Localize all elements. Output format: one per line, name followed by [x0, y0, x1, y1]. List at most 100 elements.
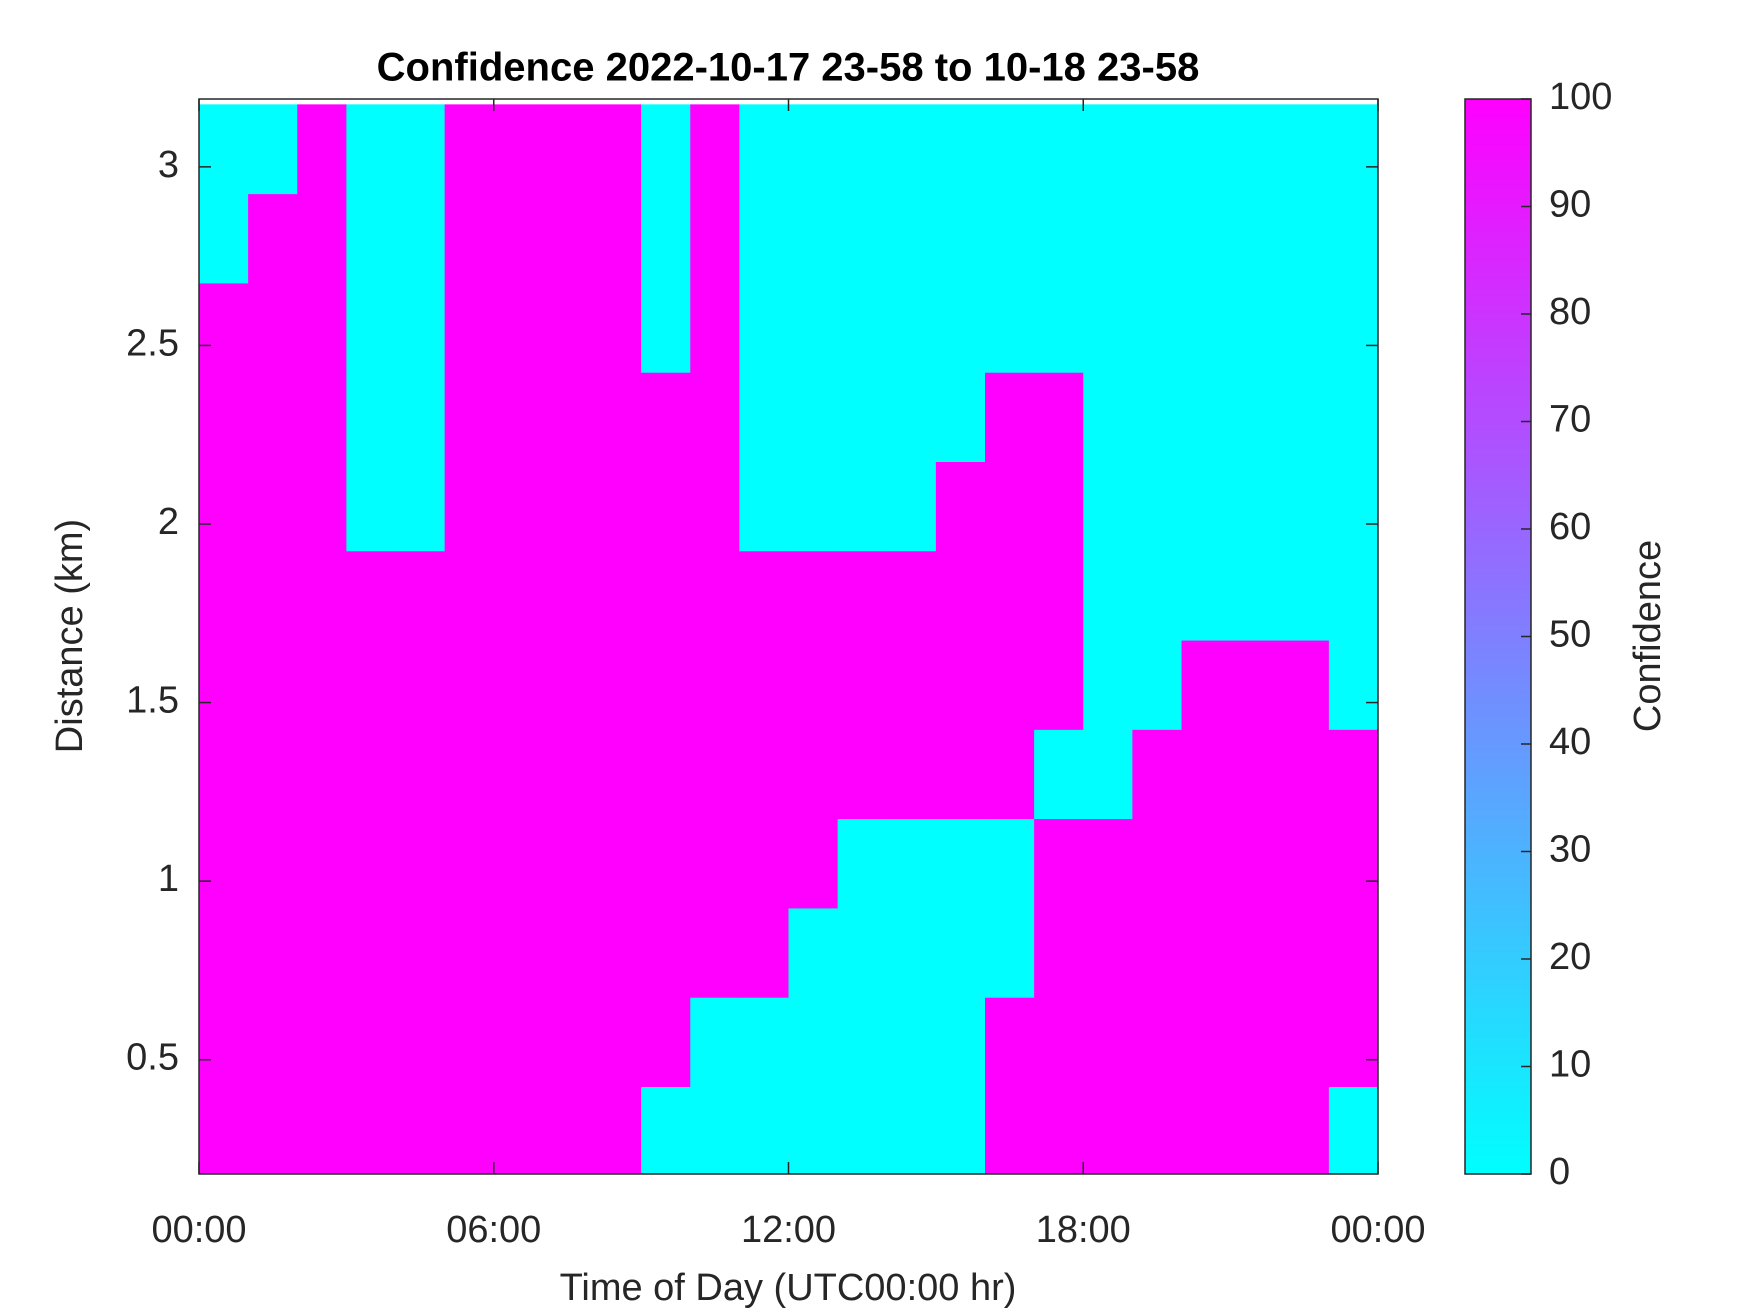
heatmap-cell [837, 550, 888, 641]
heatmap-cell [1034, 104, 1084, 195]
heatmap-cell [493, 1086, 544, 1175]
heatmap-cell [788, 372, 839, 462]
heatmap-cell [493, 193, 544, 284]
heatmap-cell [837, 461, 888, 552]
heatmap-cell [837, 640, 888, 730]
heatmap-cell [542, 1086, 593, 1175]
heatmap-cell [444, 997, 495, 1087]
heatmap-cell [542, 997, 593, 1087]
heatmap-cell [493, 104, 544, 195]
heatmap-cell [837, 729, 888, 820]
heatmap-cell [1132, 640, 1182, 730]
heatmap-cell [985, 1086, 1035, 1175]
heatmap-cell [395, 282, 446, 373]
heatmap-cell [739, 193, 789, 284]
heatmap-cell [1230, 193, 1281, 284]
heatmap-cell [395, 193, 446, 284]
heatmap-cell [1181, 104, 1232, 195]
heatmap-cell [641, 104, 691, 195]
heatmap-cell [444, 550, 495, 641]
heatmap-cell [739, 1086, 789, 1175]
heatmap-cell [395, 461, 446, 552]
heatmap-cell [788, 640, 839, 730]
heatmap-cell [1083, 729, 1133, 820]
heatmap-cell [1328, 997, 1379, 1087]
heatmap-cell [1083, 550, 1133, 641]
heatmap-cell [1279, 372, 1330, 462]
heatmap-cell [1132, 550, 1182, 641]
heatmap-cell [1279, 193, 1330, 284]
heatmap-cell [1034, 729, 1084, 820]
heatmap-cell [1132, 907, 1182, 998]
heatmap-cell [788, 282, 839, 373]
heatmap-cell [1181, 640, 1232, 730]
heatmap-cell [542, 907, 593, 998]
heatmap-cell [1083, 1086, 1133, 1175]
heatmap-cell [346, 997, 396, 1087]
heatmap-cell [444, 818, 495, 909]
colorbar-tick-label: 30 [1549, 829, 1591, 871]
heatmap-cell [690, 550, 740, 641]
heatmap-cell [248, 193, 298, 284]
heatmap-cell [1230, 372, 1281, 462]
heatmap-cell [935, 372, 986, 462]
heatmap-cell [346, 104, 396, 195]
heatmap-cell [346, 282, 396, 373]
heatmap-cell [788, 818, 839, 909]
heatmap-cell [297, 461, 347, 552]
heatmap-cell [1328, 907, 1379, 998]
x-tick-label: 00:00 [1330, 1209, 1425, 1251]
heatmap-cell [346, 550, 396, 641]
heatmap-cell [297, 104, 347, 195]
heatmap-cell [1181, 907, 1232, 998]
heatmap-cell [837, 193, 888, 284]
heatmap-cell [1034, 1086, 1084, 1175]
heatmap-cell [493, 818, 544, 909]
heatmap-cell [690, 1086, 740, 1175]
colorbar-tick-label: 40 [1549, 721, 1591, 763]
heatmap-cell [985, 104, 1035, 195]
heatmap-cell [199, 193, 249, 284]
heatmap-cell [1034, 907, 1084, 998]
heatmap-cell [1083, 640, 1133, 730]
heatmap-cell [248, 372, 298, 462]
heatmap-cell [935, 1086, 986, 1175]
heatmap-cell [739, 104, 789, 195]
heatmap-cell [199, 550, 249, 641]
heatmap-cell [297, 729, 347, 820]
heatmap-cell [935, 997, 986, 1087]
heatmap-cell [1132, 104, 1182, 195]
heatmap-cell [395, 372, 446, 462]
heatmap-cell [1034, 193, 1084, 284]
heatmap-cell [493, 372, 544, 462]
heatmap-cell [1279, 104, 1330, 195]
heatmap-cell [641, 818, 691, 909]
heatmap-cell [739, 640, 789, 730]
heatmap-cell [444, 193, 495, 284]
heatmap-cell [542, 104, 593, 195]
heatmap-cell [248, 104, 298, 195]
heatmap-cell [985, 907, 1035, 998]
heatmap-cell [395, 550, 446, 641]
heatmap-cell [1034, 550, 1084, 641]
heatmap-cell [592, 640, 642, 730]
heatmap-cell [690, 640, 740, 730]
heatmap-cell [297, 1086, 347, 1175]
heatmap-cell [542, 729, 593, 820]
heatmap-cell [199, 461, 249, 552]
heatmap-cell [739, 461, 789, 552]
heatmap-cell [886, 193, 937, 284]
heatmap-cell [1132, 997, 1182, 1087]
heatmap-cell [1279, 997, 1330, 1087]
heatmap-cell [1083, 997, 1133, 1087]
heatmap-cell [493, 640, 544, 730]
heatmap-cell [788, 461, 839, 552]
heatmap-cell [886, 818, 937, 909]
colorbar [1464, 98, 1532, 1175]
heatmap-cell [199, 1086, 249, 1175]
heatmap-cell [1083, 372, 1133, 462]
heatmap-cell [788, 729, 839, 820]
heatmap-cell [346, 461, 396, 552]
heatmap-cell [1328, 104, 1379, 195]
